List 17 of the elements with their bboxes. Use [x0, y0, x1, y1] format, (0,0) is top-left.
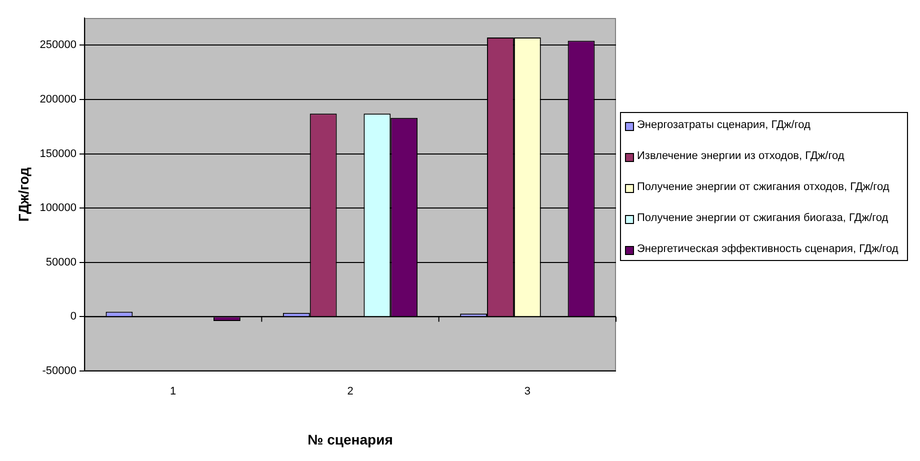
y-axis-title: ГДж/год: [15, 167, 32, 222]
y-tick-label: -50000: [42, 365, 77, 378]
legend-label: Энергозатраты сценария, ГДж/год: [637, 119, 810, 132]
y-tick-label: 0: [70, 310, 77, 323]
x-tick-label: 3: [524, 386, 530, 398]
y-tick-label: 100000: [40, 202, 77, 214]
legend-label: Извлечение энергии из отходов, ГДж/год: [637, 150, 844, 163]
legend-label: Получение энергии от сжигания биогаза, ГДж/год: [637, 212, 888, 225]
x-tick-label: 2: [347, 386, 354, 398]
legend-label: Энергетическая эффективность сценария, ГДж/год: [637, 243, 898, 256]
y-tick-label: 150000: [40, 148, 77, 160]
legend-label: Получение энергии от сжигания отходов, ГДж/год: [637, 181, 890, 194]
x-axis-title: № сценария: [308, 431, 393, 448]
y-tick-label: 200000: [40, 93, 77, 106]
y-tick-label: 250000: [40, 39, 77, 52]
y-tick-label: 50000: [46, 256, 77, 268]
x-tick-label: 1: [170, 386, 176, 398]
